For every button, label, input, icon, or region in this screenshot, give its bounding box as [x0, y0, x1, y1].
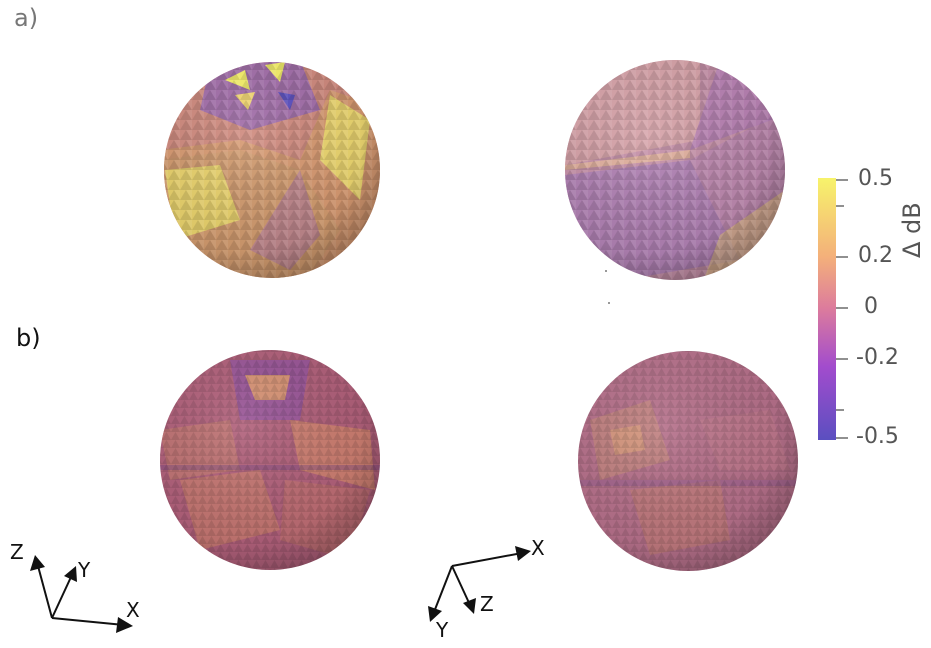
colorbar-title: Δ dB — [898, 202, 926, 258]
colorbar-tick-label: -0.2 — [856, 345, 899, 370]
sphere-b-right — [578, 351, 798, 571]
colorbar — [818, 178, 848, 440]
panel-label-a: a) — [14, 4, 39, 32]
axis-label-y: Y — [436, 618, 449, 642]
axis-triad-right — [428, 546, 531, 622]
axis-label-z: Z — [10, 540, 24, 564]
axis-triad-left — [30, 555, 133, 633]
colorbar-tick-label: 0.5 — [858, 166, 893, 191]
axis-label-x: X — [126, 598, 140, 622]
colorbar-tick-label: -0.5 — [856, 424, 899, 449]
axis-label-x: X — [531, 536, 545, 560]
sphere-b-left — [160, 350, 380, 570]
sphere-a-left — [164, 62, 380, 278]
axis-label-y: Y — [78, 558, 91, 582]
sphere-a-right — [565, 60, 785, 280]
axis-label-z: Z — [480, 592, 494, 616]
colorbar-tick-label: 0.2 — [858, 243, 893, 268]
colorbar-gradient — [818, 178, 836, 440]
panel-label-b: b) — [16, 324, 41, 352]
colorbar-tick-label: 0 — [864, 294, 878, 319]
